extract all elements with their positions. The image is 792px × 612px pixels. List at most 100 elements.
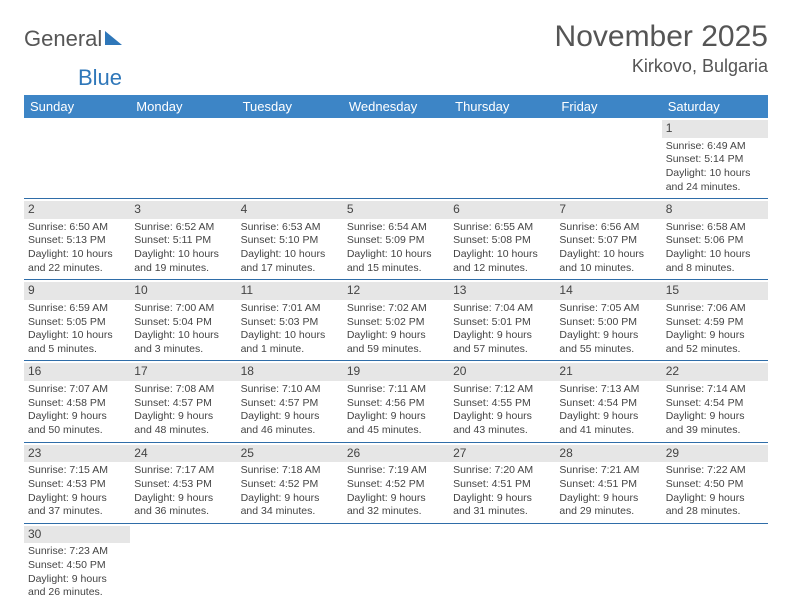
daylight-text: Daylight: 9 hours and 28 minutes.: [666, 492, 764, 519]
day-number: 28: [555, 445, 661, 463]
daylight-text: Daylight: 10 hours and 17 minutes.: [241, 248, 339, 275]
day-cell: 6Sunrise: 6:55 AMSunset: 5:08 PMDaylight…: [449, 199, 555, 279]
sunrise-text: Sunrise: 7:21 AM: [559, 464, 657, 478]
day-number: 23: [24, 445, 130, 463]
dow-row: Sunday Monday Tuesday Wednesday Thursday…: [24, 95, 768, 118]
daylight-text: Daylight: 9 hours and 34 minutes.: [241, 492, 339, 519]
daylight-text: Daylight: 9 hours and 26 minutes.: [28, 573, 126, 600]
sunset-text: Sunset: 4:57 PM: [134, 397, 232, 411]
day-cell: [343, 524, 449, 604]
sunrise-text: Sunrise: 6:55 AM: [453, 221, 551, 235]
dow-monday: Monday: [130, 95, 236, 118]
sunset-text: Sunset: 5:03 PM: [241, 316, 339, 330]
sunrise-text: Sunrise: 7:15 AM: [28, 464, 126, 478]
week-row: 9Sunrise: 6:59 AMSunset: 5:05 PMDaylight…: [24, 280, 768, 361]
sunrise-text: Sunrise: 7:12 AM: [453, 383, 551, 397]
day-number: 24: [130, 445, 236, 463]
day-number: 3: [130, 201, 236, 219]
dow-tuesday: Tuesday: [237, 95, 343, 118]
sunset-text: Sunset: 4:57 PM: [241, 397, 339, 411]
daylight-text: Daylight: 10 hours and 24 minutes.: [666, 167, 764, 194]
day-number: 7: [555, 201, 661, 219]
day-number: 10: [130, 282, 236, 300]
sunset-text: Sunset: 4:53 PM: [28, 478, 126, 492]
day-cell: 5Sunrise: 6:54 AMSunset: 5:09 PMDaylight…: [343, 199, 449, 279]
day-number: 18: [237, 363, 343, 381]
day-number: 8: [662, 201, 768, 219]
sunset-text: Sunset: 4:55 PM: [453, 397, 551, 411]
day-cell: 30Sunrise: 7:23 AMSunset: 4:50 PMDayligh…: [24, 524, 130, 604]
sunset-text: Sunset: 5:11 PM: [134, 234, 232, 248]
daylight-text: Daylight: 9 hours and 57 minutes.: [453, 329, 551, 356]
week-row: 23Sunrise: 7:15 AMSunset: 4:53 PMDayligh…: [24, 443, 768, 524]
day-cell: 12Sunrise: 7:02 AMSunset: 5:02 PMDayligh…: [343, 280, 449, 360]
sunrise-text: Sunrise: 7:04 AM: [453, 302, 551, 316]
sunset-text: Sunset: 5:05 PM: [28, 316, 126, 330]
daylight-text: Daylight: 9 hours and 46 minutes.: [241, 410, 339, 437]
day-cell: 15Sunrise: 7:06 AMSunset: 4:59 PMDayligh…: [662, 280, 768, 360]
sunset-text: Sunset: 5:04 PM: [134, 316, 232, 330]
day-number: 12: [343, 282, 449, 300]
sunrise-text: Sunrise: 6:58 AM: [666, 221, 764, 235]
day-number: 26: [343, 445, 449, 463]
daylight-text: Daylight: 10 hours and 10 minutes.: [559, 248, 657, 275]
sunrise-text: Sunrise: 7:20 AM: [453, 464, 551, 478]
sunset-text: Sunset: 5:08 PM: [453, 234, 551, 248]
daylight-text: Daylight: 9 hours and 32 minutes.: [347, 492, 445, 519]
daylight-text: Daylight: 9 hours and 45 minutes.: [347, 410, 445, 437]
day-number: 1: [662, 120, 768, 138]
sunset-text: Sunset: 4:52 PM: [241, 478, 339, 492]
daylight-text: Daylight: 9 hours and 36 minutes.: [134, 492, 232, 519]
sunset-text: Sunset: 4:54 PM: [559, 397, 657, 411]
sunrise-text: Sunrise: 6:52 AM: [134, 221, 232, 235]
day-cell: [24, 118, 130, 198]
sunset-text: Sunset: 4:50 PM: [666, 478, 764, 492]
week-row: 30Sunrise: 7:23 AMSunset: 4:50 PMDayligh…: [24, 524, 768, 604]
day-number: 16: [24, 363, 130, 381]
day-cell: [449, 524, 555, 604]
day-cell: [555, 524, 661, 604]
sunset-text: Sunset: 5:13 PM: [28, 234, 126, 248]
day-number: 11: [237, 282, 343, 300]
sunrise-text: Sunrise: 7:05 AM: [559, 302, 657, 316]
day-cell: 9Sunrise: 6:59 AMSunset: 5:05 PMDaylight…: [24, 280, 130, 360]
day-number: 2: [24, 201, 130, 219]
day-number: 15: [662, 282, 768, 300]
daylight-text: Daylight: 9 hours and 55 minutes.: [559, 329, 657, 356]
day-number: 27: [449, 445, 555, 463]
sunrise-text: Sunrise: 6:54 AM: [347, 221, 445, 235]
day-cell: 27Sunrise: 7:20 AMSunset: 4:51 PMDayligh…: [449, 443, 555, 523]
day-cell: 13Sunrise: 7:04 AMSunset: 5:01 PMDayligh…: [449, 280, 555, 360]
day-cell: 21Sunrise: 7:13 AMSunset: 4:54 PMDayligh…: [555, 361, 661, 441]
sunset-text: Sunset: 5:09 PM: [347, 234, 445, 248]
sunset-text: Sunset: 4:52 PM: [347, 478, 445, 492]
sunset-text: Sunset: 4:56 PM: [347, 397, 445, 411]
logo-text-blue: Blue: [78, 65, 792, 91]
day-cell: [237, 524, 343, 604]
sunset-text: Sunset: 5:02 PM: [347, 316, 445, 330]
day-cell: 26Sunrise: 7:19 AMSunset: 4:52 PMDayligh…: [343, 443, 449, 523]
day-number: 30: [24, 526, 130, 544]
sunrise-text: Sunrise: 6:53 AM: [241, 221, 339, 235]
dow-saturday: Saturday: [662, 95, 768, 118]
sunset-text: Sunset: 4:51 PM: [559, 478, 657, 492]
sunset-text: Sunset: 5:14 PM: [666, 153, 764, 167]
sunrise-text: Sunrise: 7:01 AM: [241, 302, 339, 316]
day-cell: 24Sunrise: 7:17 AMSunset: 4:53 PMDayligh…: [130, 443, 236, 523]
day-number: 17: [130, 363, 236, 381]
daylight-text: Daylight: 10 hours and 22 minutes.: [28, 248, 126, 275]
daylight-text: Daylight: 9 hours and 59 minutes.: [347, 329, 445, 356]
sunset-text: Sunset: 5:07 PM: [559, 234, 657, 248]
daylight-text: Daylight: 9 hours and 50 minutes.: [28, 410, 126, 437]
week-row: 2Sunrise: 6:50 AMSunset: 5:13 PMDaylight…: [24, 199, 768, 280]
daylight-text: Daylight: 10 hours and 19 minutes.: [134, 248, 232, 275]
sunrise-text: Sunrise: 7:07 AM: [28, 383, 126, 397]
daylight-text: Daylight: 10 hours and 8 minutes.: [666, 248, 764, 275]
sunrise-text: Sunrise: 7:19 AM: [347, 464, 445, 478]
day-cell: [449, 118, 555, 198]
sunrise-text: Sunrise: 7:10 AM: [241, 383, 339, 397]
sunrise-text: Sunrise: 6:56 AM: [559, 221, 657, 235]
sunset-text: Sunset: 4:53 PM: [134, 478, 232, 492]
daylight-text: Daylight: 10 hours and 15 minutes.: [347, 248, 445, 275]
daylight-text: Daylight: 10 hours and 12 minutes.: [453, 248, 551, 275]
